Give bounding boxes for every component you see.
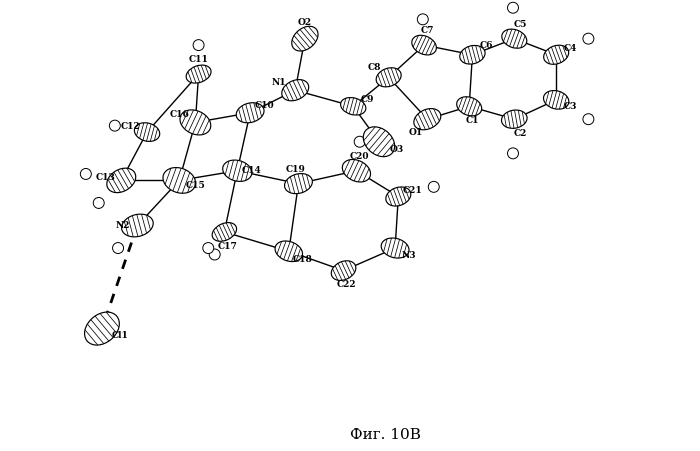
- Text: C4: C4: [564, 44, 577, 53]
- Circle shape: [417, 14, 428, 25]
- Text: O3: O3: [390, 145, 404, 154]
- Circle shape: [193, 40, 204, 51]
- Text: C6: C6: [480, 41, 494, 50]
- Ellipse shape: [460, 46, 485, 64]
- Ellipse shape: [212, 223, 237, 241]
- Text: C18: C18: [293, 254, 313, 263]
- Text: C22: C22: [337, 280, 356, 289]
- Circle shape: [109, 120, 120, 131]
- Ellipse shape: [501, 110, 527, 129]
- Circle shape: [583, 114, 594, 124]
- Circle shape: [203, 243, 214, 253]
- Ellipse shape: [107, 168, 136, 193]
- Ellipse shape: [544, 45, 568, 64]
- Text: C1: C1: [466, 116, 480, 125]
- Ellipse shape: [341, 97, 366, 115]
- Ellipse shape: [163, 168, 195, 193]
- Ellipse shape: [502, 29, 527, 48]
- Circle shape: [508, 148, 519, 159]
- Text: C5: C5: [514, 20, 527, 29]
- Ellipse shape: [134, 123, 160, 142]
- Circle shape: [209, 249, 220, 260]
- Circle shape: [93, 198, 104, 208]
- Text: C13: C13: [95, 173, 115, 182]
- Text: C8: C8: [368, 63, 382, 72]
- Ellipse shape: [236, 103, 264, 123]
- Circle shape: [80, 169, 91, 179]
- Ellipse shape: [412, 35, 436, 55]
- Circle shape: [583, 33, 594, 44]
- Ellipse shape: [180, 110, 211, 135]
- Ellipse shape: [543, 91, 569, 109]
- Text: C12: C12: [121, 122, 141, 131]
- Text: C7: C7: [421, 27, 434, 36]
- Ellipse shape: [292, 26, 318, 51]
- Text: N2: N2: [116, 221, 130, 230]
- Ellipse shape: [85, 312, 119, 345]
- Ellipse shape: [414, 109, 441, 130]
- Ellipse shape: [342, 160, 370, 182]
- Text: Фиг. 10В: Фиг. 10В: [350, 428, 421, 442]
- Text: C11: C11: [189, 55, 209, 64]
- Ellipse shape: [386, 187, 411, 206]
- Circle shape: [508, 2, 519, 13]
- Text: O2: O2: [298, 18, 312, 27]
- Text: C10: C10: [255, 101, 274, 110]
- Text: C9: C9: [360, 95, 374, 104]
- Text: C21: C21: [402, 185, 422, 194]
- Ellipse shape: [331, 261, 356, 281]
- Circle shape: [428, 181, 439, 192]
- Text: C17: C17: [218, 242, 237, 251]
- Ellipse shape: [275, 241, 302, 262]
- Text: C19: C19: [286, 165, 305, 174]
- Ellipse shape: [456, 97, 482, 116]
- Text: C14: C14: [241, 166, 261, 175]
- Circle shape: [113, 243, 123, 253]
- Text: C16: C16: [169, 110, 189, 119]
- Text: Cl1: Cl1: [111, 331, 128, 340]
- Ellipse shape: [382, 238, 409, 258]
- Ellipse shape: [284, 174, 312, 193]
- Text: O1: O1: [409, 128, 423, 137]
- Text: C2: C2: [514, 129, 527, 138]
- Circle shape: [354, 136, 365, 147]
- Ellipse shape: [223, 160, 252, 181]
- Text: C15: C15: [186, 181, 205, 190]
- Ellipse shape: [122, 214, 153, 237]
- Text: C20: C20: [350, 152, 370, 161]
- Ellipse shape: [363, 127, 395, 156]
- Text: C3: C3: [564, 102, 577, 111]
- Text: N3: N3: [402, 251, 416, 260]
- Text: N1: N1: [272, 78, 286, 87]
- Ellipse shape: [282, 79, 309, 101]
- Ellipse shape: [186, 65, 211, 83]
- Ellipse shape: [376, 68, 401, 87]
